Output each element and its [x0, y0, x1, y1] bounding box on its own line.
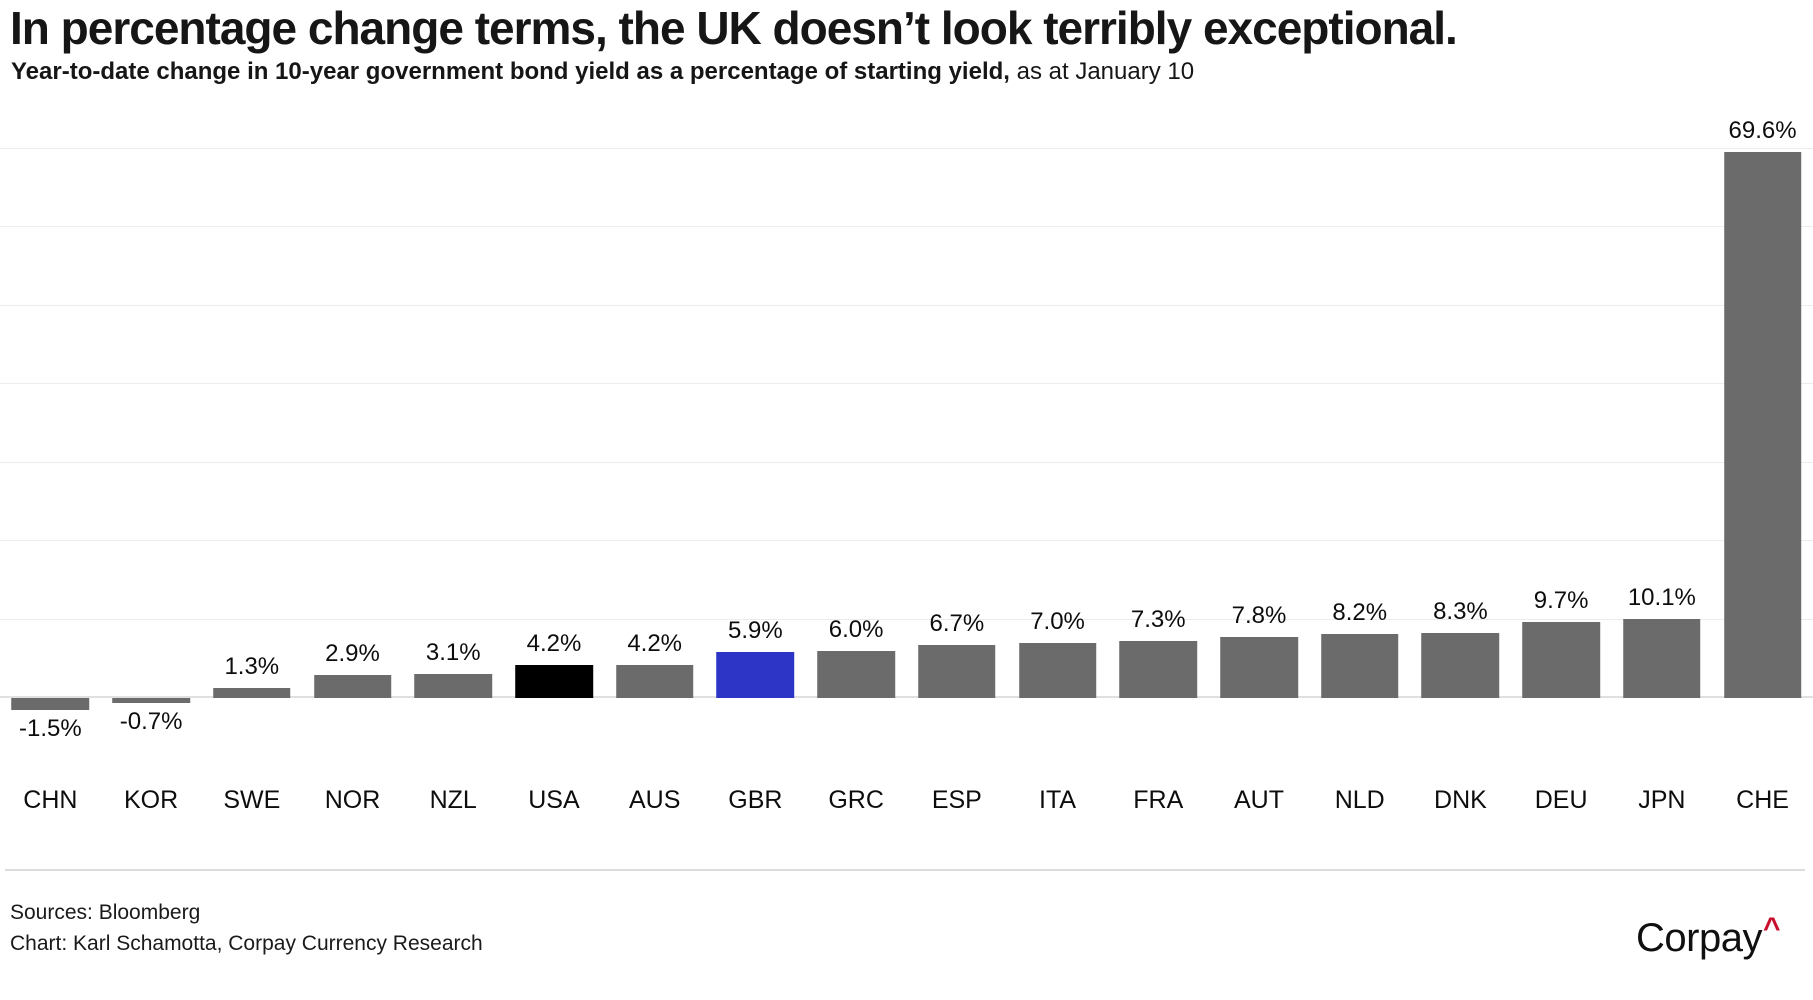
bar-FRA [1119, 640, 1198, 698]
category-label-NZL: NZL [429, 786, 477, 814]
bar-value-label-DEU: 9.7% [1533, 586, 1589, 614]
category-label-DEU: DEU [1534, 786, 1588, 814]
bar-column-SWE: 1.3% [201, 100, 302, 698]
bar-value-label-FRA: 7.3% [1130, 605, 1186, 633]
gridline-10 [0, 618, 1813, 620]
chart-subtitle: Year-to-date change in 10-year governmen… [11, 56, 1194, 88]
category-label-ESP: ESP [931, 786, 982, 814]
bar-NLD [1320, 633, 1399, 698]
bar-SWE [213, 687, 291, 698]
bar-column-DEU: 9.7% [1511, 100, 1612, 698]
gridline-20 [0, 540, 1813, 541]
bar-GRC [817, 650, 895, 698]
bar-ITA [1018, 643, 1097, 698]
bar-value-label-CHN: -1.5% [19, 714, 82, 742]
footer-text: Sources: Bloomberg Chart: Karl Schamotta… [10, 897, 483, 959]
bar-column-GRC: 6.0% [806, 100, 907, 698]
gridline-0 [0, 696, 1813, 698]
chart-subtitle-date: as at January 10 [1009, 58, 1195, 85]
bar-DEU [1522, 621, 1600, 698]
bar-column-USA: 4.2% [504, 100, 605, 698]
gridline-60 [0, 226, 1813, 227]
chart-subtitle-main: Year-to-date change in 10-year governmen… [11, 58, 1010, 85]
bar-DNK [1421, 632, 1500, 698]
category-label-NOR: NOR [324, 786, 381, 814]
bar-CHN [11, 698, 90, 710]
category-label-CHE: CHE [1736, 786, 1789, 814]
corpay-logo-text: Corpay [1636, 916, 1762, 960]
bar-column-DNK: 8.3% [1410, 100, 1511, 698]
bar-column-NLD: 8.2% [1309, 100, 1410, 698]
bar-AUS [615, 665, 694, 698]
bar-value-label-GRC: 6.0% [828, 615, 884, 643]
bar-column-KOR: -0.7% [101, 100, 202, 735]
bar-value-label-SWE: 1.3% [224, 652, 280, 680]
bar-ESP [918, 645, 996, 698]
corpay-logo: Corpay^ [1636, 912, 1780, 964]
bar-column-CHN: -1.5% [0, 100, 101, 741]
corpay-logo-caret-icon: ^ [1762, 912, 1781, 945]
bar-column-JPN: 10.1% [1612, 100, 1713, 698]
bar-value-label-KOR: -0.7% [119, 708, 183, 736]
plot-area: -1.5% -0.7% 1.3% 2.9% 3.1% 4.2% 4.2% 5.9% 6.0% 6.… [0, 100, 1813, 741]
category-label-USA: USA [528, 786, 580, 814]
category-label-FRA: FRA [1133, 786, 1184, 814]
gridline-50 [0, 304, 1813, 306]
credit-line: Chart: Karl Schamotta, Corpay Currency R… [10, 932, 483, 955]
bar-column-ITA: 7.0% [1007, 100, 1108, 698]
bar-AUT [1220, 636, 1298, 698]
sources-line: Sources: Bloomberg [10, 901, 201, 924]
gridline-30 [0, 461, 1813, 463]
bar-GBR [716, 651, 795, 698]
bar-NOR [313, 675, 392, 698]
bar-value-label-AUS: 4.2% [627, 630, 683, 658]
chart-title: In percentage change terms, the UK doesn… [10, 2, 1458, 54]
category-label-AUS: AUS [628, 786, 681, 814]
bar-JPN [1623, 618, 1701, 698]
bar-column-GBR: 5.9% [705, 100, 806, 698]
category-label-SWE: SWE [223, 786, 281, 814]
bar-USA [515, 665, 593, 698]
bar-value-label-USA: 4.2% [526, 630, 582, 658]
bar-column-NOR: 2.9% [302, 100, 403, 698]
footer-divider [5, 869, 1805, 871]
category-label-DNK: DNK [1434, 786, 1487, 814]
category-label-GBR: GBR [728, 786, 783, 814]
bar-value-label-CHE: 69.6% [1728, 116, 1797, 144]
bar-column-FRA: 7.3% [1108, 100, 1209, 698]
bar-KOR [112, 698, 190, 704]
category-label-GRC: GRC [828, 786, 884, 814]
bar-value-label-NOR: 2.9% [325, 640, 380, 668]
bar-NZL [414, 673, 493, 698]
gridline-40 [0, 383, 1813, 384]
bar-value-label-GBR: 5.9% [728, 616, 783, 644]
bar-column-ESP: 6.7% [906, 100, 1007, 698]
bar-value-label-ESP: 6.7% [929, 610, 985, 638]
category-label-KOR: KOR [123, 786, 179, 814]
bar-column-NZL: 3.1% [403, 100, 504, 698]
category-label-ITA: ITA [1039, 786, 1077, 814]
bar-value-label-NZL: 3.1% [425, 638, 481, 666]
bar-value-label-DNK: 8.3% [1433, 597, 1488, 625]
category-label-AUT: AUT [1233, 786, 1284, 814]
category-axis: CHN KOR SWE NOR NZL USA AUS GBR GRC ESP ITA FRA AUT N… [0, 785, 1813, 815]
bar-series: -1.5% -0.7% 1.3% 2.9% 3.1% 4.2% 4.2% 5.9% 6.0% 6.… [0, 100, 1813, 741]
bar-value-label-ITA: 7.0% [1030, 608, 1085, 636]
bar-CHE [1723, 151, 1802, 698]
category-label-NLD: NLD [1334, 786, 1385, 814]
bar-value-label-AUT: 7.8% [1231, 601, 1287, 629]
bar-column-AUT: 7.8% [1209, 100, 1310, 698]
bar-value-label-JPN: 10.1% [1627, 583, 1696, 611]
bar-value-label-NLD: 8.2% [1332, 598, 1388, 626]
category-label-JPN: JPN [1638, 786, 1686, 814]
category-label-CHN: CHN [23, 786, 78, 814]
bar-column-CHE: 69.6% [1712, 100, 1813, 698]
bar-column-AUS: 4.2% [604, 100, 705, 698]
gridline-70 [0, 147, 1813, 149]
